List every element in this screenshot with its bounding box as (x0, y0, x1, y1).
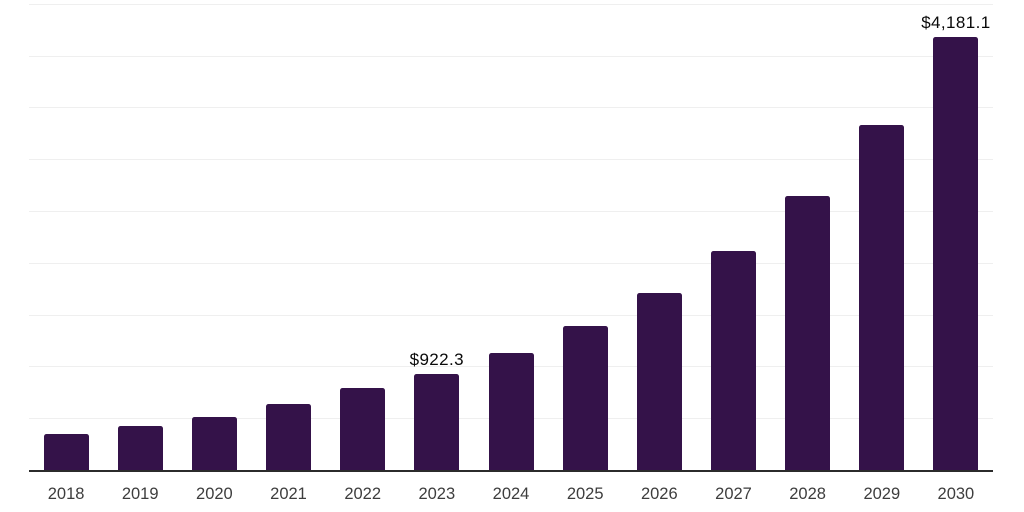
x-tick-label-2024: 2024 (492, 485, 530, 503)
x-tick-label-2026: 2026 (640, 485, 678, 503)
bar-2019 (117, 426, 163, 470)
bar-2028 (785, 195, 831, 470)
bar-2025 (562, 325, 608, 470)
x-tick-label-2018: 2018 (47, 485, 85, 503)
bar-2022 (340, 388, 386, 470)
x-tick-label-2021: 2021 (270, 485, 307, 503)
x-tick-label-2027: 2027 (715, 485, 752, 503)
x-tick-label-2028: 2028 (789, 485, 826, 503)
bar-2026 (636, 292, 682, 470)
data-label-2030: $4,181.1 (921, 12, 991, 32)
x-tick-label-2025: 2025 (566, 485, 604, 503)
x-tick-label-2020: 2020 (196, 485, 233, 503)
bar-2021 (266, 404, 311, 470)
bar-2023 (414, 374, 460, 470)
data-label-2023: $922.3 (409, 350, 464, 370)
gridline-4000 (29, 55, 993, 57)
gridline-2000 (29, 262, 993, 264)
plot-area: $922.3 $4,181.1 (29, 0, 993, 472)
bar-2029 (859, 125, 905, 470)
bar-2030 (933, 36, 979, 470)
x-tick-label-2023: 2023 (418, 485, 456, 503)
bar-2024 (488, 352, 534, 470)
bar-2018 (43, 434, 89, 470)
x-tick-label-2019: 2019 (121, 485, 159, 503)
x-axis-labels: 2018 2019 2020 2021 2022 2023 2024 2025 2026 2027… (29, 486, 993, 508)
x-tick-label-2022: 2022 (344, 485, 382, 503)
gridline-3500 (29, 107, 993, 109)
x-tick-label-2030: 2030 (937, 485, 975, 503)
gridline-1500 (29, 314, 993, 316)
gridline-3000 (29, 159, 993, 161)
bar-2027 (711, 250, 756, 470)
x-tick-label-2029: 2029 (863, 485, 901, 503)
gridline-2500 (29, 211, 993, 212)
gridline-4500 (29, 3, 993, 5)
bar-2020 (191, 416, 237, 470)
